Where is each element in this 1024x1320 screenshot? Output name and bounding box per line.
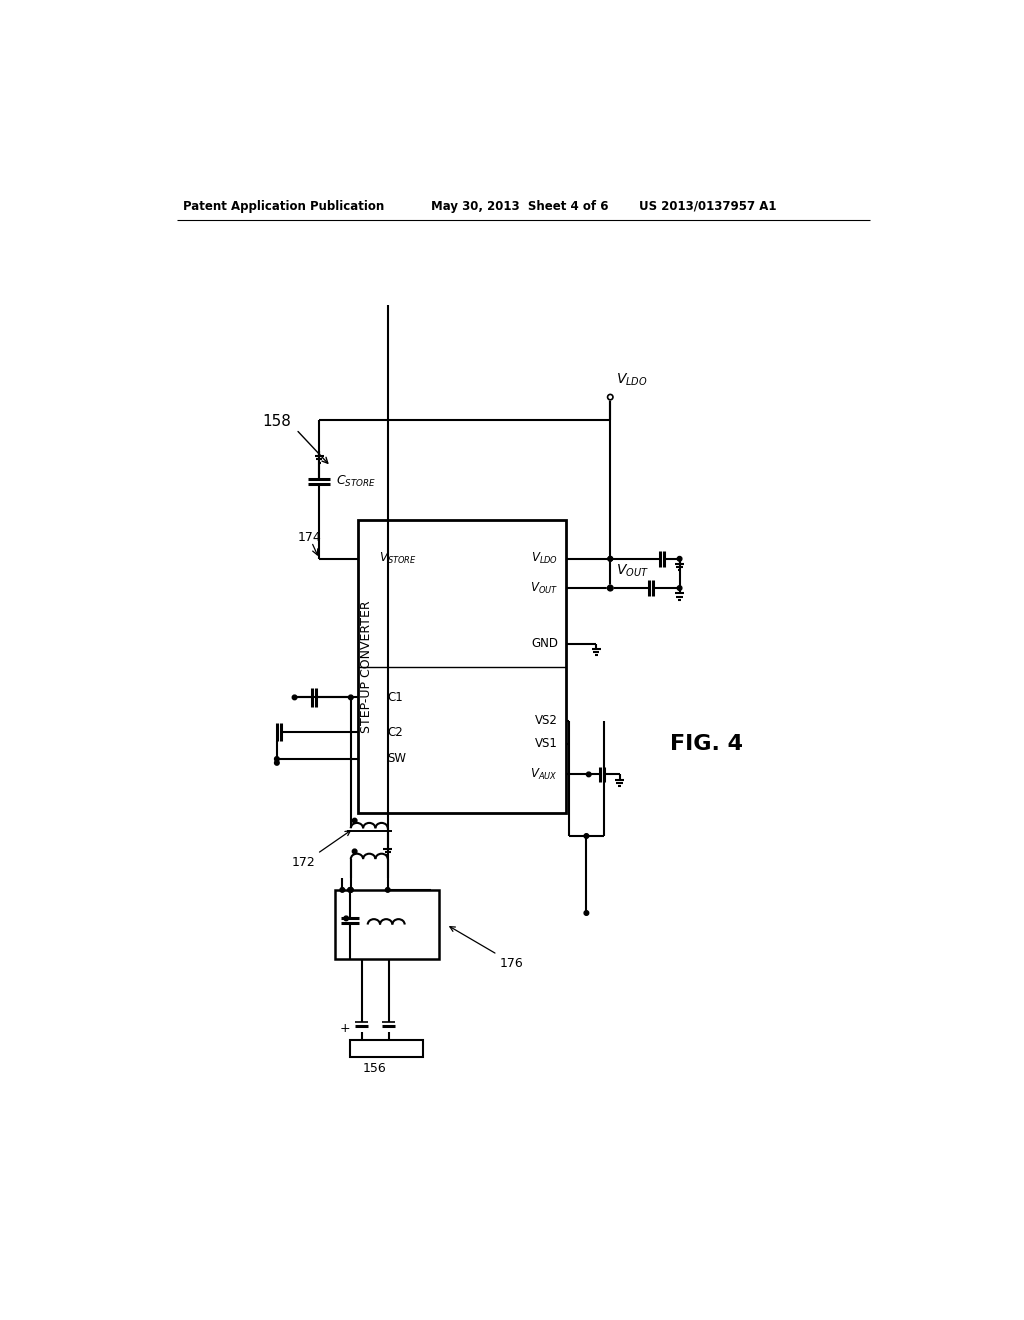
Circle shape: [607, 585, 613, 591]
Text: May 30, 2013  Sheet 4 of 6: May 30, 2013 Sheet 4 of 6: [431, 199, 608, 213]
Circle shape: [348, 887, 353, 892]
Text: $V_{OUT}$: $V_{OUT}$: [529, 581, 558, 595]
Text: 158: 158: [262, 414, 291, 429]
Bar: [335, 890, 438, 960]
Circle shape: [385, 887, 390, 892]
Text: 174: 174: [298, 531, 322, 544]
Circle shape: [352, 818, 357, 822]
Circle shape: [348, 696, 353, 700]
Text: $V_{AUX}$: $V_{AUX}$: [530, 767, 558, 781]
Text: $V_{LDO}$: $V_{LDO}$: [530, 552, 558, 566]
Text: $V_{LDO}$: $V_{LDO}$: [616, 372, 648, 388]
Circle shape: [348, 887, 352, 892]
Text: FIG. 4: FIG. 4: [670, 734, 742, 754]
Circle shape: [292, 696, 297, 700]
Text: 172: 172: [292, 830, 350, 870]
Text: +: +: [339, 1022, 350, 1035]
Text: C2: C2: [387, 726, 402, 739]
Text: GND: GND: [530, 638, 558, 649]
Circle shape: [608, 557, 612, 561]
Text: US 2013/0137957 A1: US 2013/0137957 A1: [639, 199, 776, 213]
Circle shape: [608, 557, 612, 561]
Text: $C_{STORE}$: $C_{STORE}$: [336, 474, 376, 490]
Circle shape: [352, 849, 357, 854]
Text: $V_{OUT}$: $V_{OUT}$: [616, 562, 649, 579]
Text: $V_{STORE}$: $V_{STORE}$: [379, 552, 417, 566]
Text: SW: SW: [387, 752, 406, 766]
Circle shape: [584, 911, 589, 915]
Circle shape: [607, 395, 613, 400]
Text: VS2: VS2: [535, 714, 558, 727]
Bar: [357, 520, 565, 813]
Text: Patent Application Publication: Patent Application Publication: [183, 199, 384, 213]
Text: 156: 156: [362, 1061, 386, 1074]
Bar: [350, 1040, 423, 1057]
Circle shape: [584, 834, 589, 838]
Circle shape: [344, 916, 348, 921]
Text: 176: 176: [450, 927, 524, 970]
Circle shape: [348, 887, 353, 892]
Circle shape: [677, 557, 682, 561]
Circle shape: [340, 887, 345, 892]
Circle shape: [587, 772, 591, 776]
Circle shape: [608, 586, 612, 590]
Text: VS1: VS1: [535, 737, 558, 750]
Text: STEP-UP CONVERTER: STEP-UP CONVERTER: [360, 601, 374, 733]
Circle shape: [677, 586, 682, 590]
Circle shape: [274, 756, 280, 762]
Text: C1: C1: [387, 690, 402, 704]
Circle shape: [274, 760, 280, 766]
